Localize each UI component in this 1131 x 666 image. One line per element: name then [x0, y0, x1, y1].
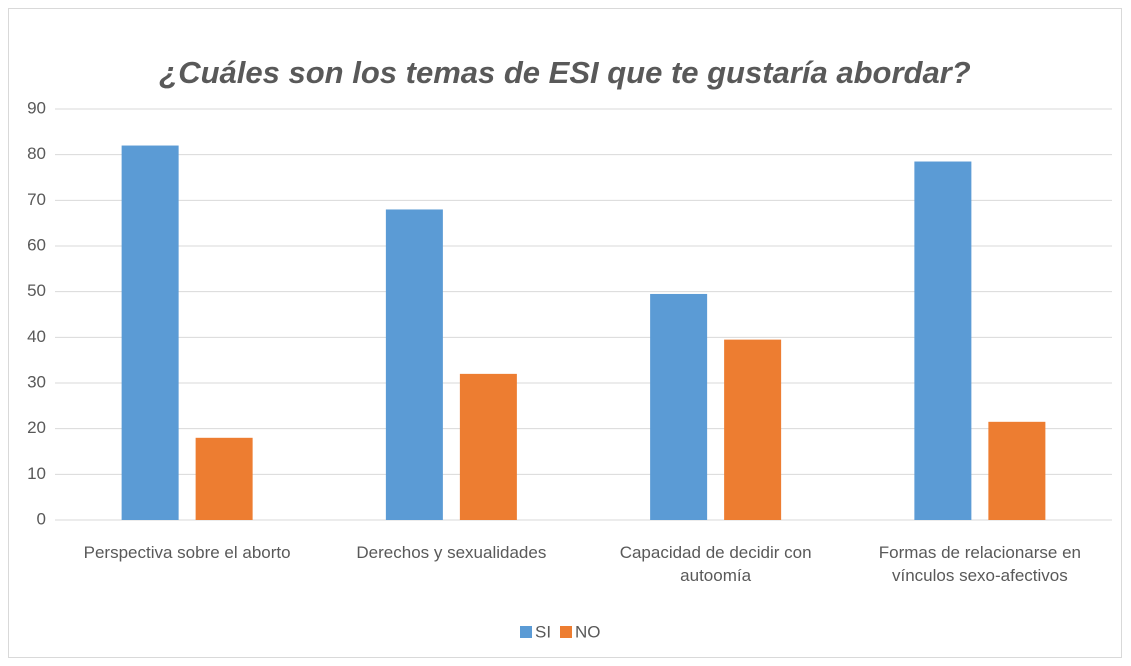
legend-label: NO [575, 622, 601, 641]
y-tick-label: 80 [27, 144, 46, 163]
x-tick-label: Capacidad de decidir con autoomía [619, 543, 812, 585]
bar [121, 145, 179, 521]
legend-swatch [560, 626, 572, 638]
x-tick-label: Formas de relacionarse en vínculos sexo-… [878, 543, 1081, 585]
bar [385, 209, 443, 520]
y-tick-label: 50 [27, 281, 46, 300]
legend-label: SI [535, 622, 551, 641]
y-tick-label: 0 [37, 509, 46, 528]
x-tick-label: Derechos y sexualidades [356, 543, 547, 562]
y-tick-label: 40 [27, 327, 46, 346]
bar [724, 339, 782, 520]
chart-title: ¿Cuáles son los temas de ESI que te gust… [159, 55, 970, 90]
y-tick-label: 90 [27, 98, 46, 117]
y-tick-label: 20 [27, 418, 46, 437]
bar [650, 293, 708, 520]
bar [195, 437, 253, 520]
y-tick-label: 30 [27, 372, 46, 391]
y-tick-label: 10 [27, 464, 46, 483]
legend-swatch [520, 626, 532, 638]
bar [459, 373, 517, 520]
y-tick-label: 60 [27, 235, 46, 254]
x-tick-label: Perspectiva sobre el aborto [83, 543, 291, 562]
y-tick-label: 70 [27, 190, 46, 209]
bar [988, 421, 1046, 520]
bar [914, 161, 972, 520]
